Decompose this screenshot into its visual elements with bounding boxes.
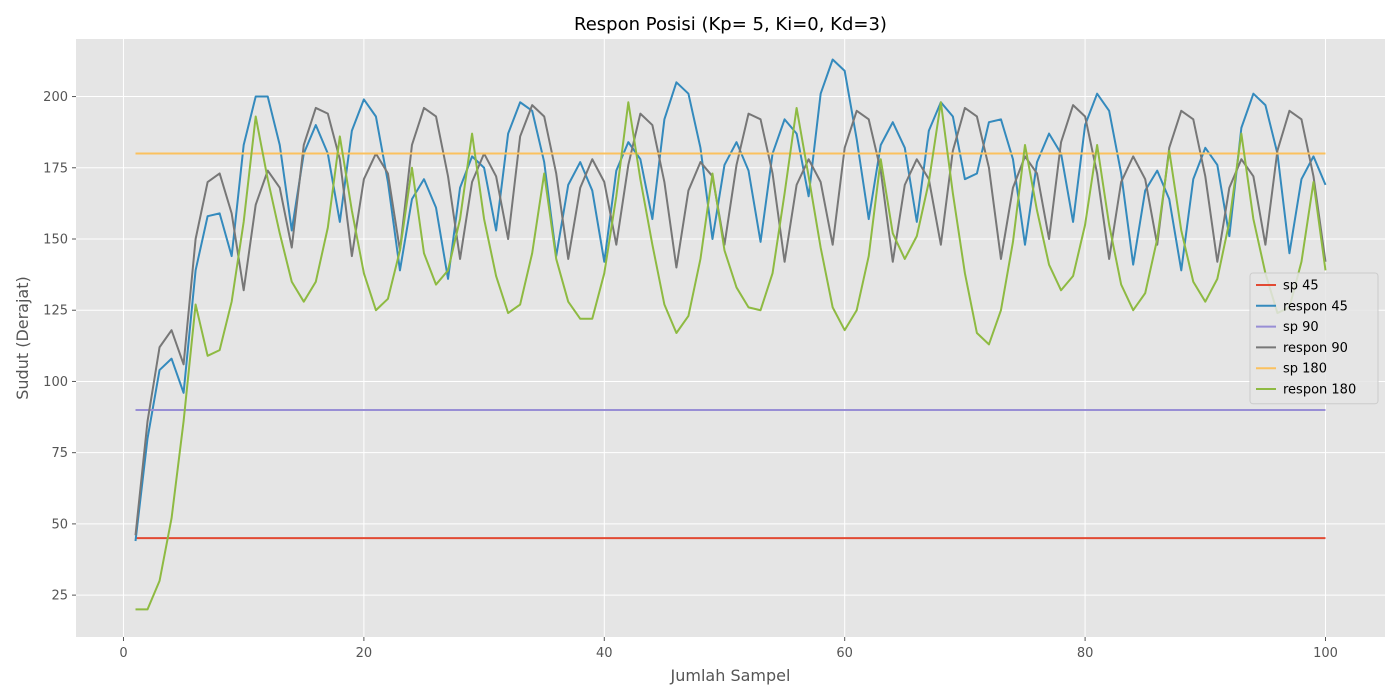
x-tick-label: 80 (1077, 646, 1094, 661)
y-tick-label: 200 (43, 90, 68, 105)
x-axis-label: Jumlah Sampel (670, 666, 791, 685)
y-tick-label: 150 (43, 232, 68, 247)
y-tick-label: 100 (43, 375, 68, 390)
series-line-respon-180 (135, 101, 1327, 611)
chart-title: Respon Posisi (Kp= 5, Ki=0, Kd=3) (574, 14, 887, 35)
y-axis-label: Sudut (Derajat) (13, 276, 32, 400)
series-group (134, 58, 1327, 611)
y-tick-label: 50 (51, 517, 68, 532)
legend-entry: respon 180 (1283, 383, 1356, 398)
x-tick-label: 40 (596, 646, 613, 661)
y-tick-label: 175 (43, 161, 68, 176)
plot-area (76, 39, 1385, 637)
y-axis-ticks: 25 50 75 100 125 150 175 200 (43, 90, 76, 604)
legend-entry: sp 45 (1283, 279, 1319, 294)
x-tick-label: 60 (836, 646, 853, 661)
y-tick-label: 25 (51, 589, 68, 604)
x-tick-label: 100 (1313, 646, 1338, 661)
legend-entry: sp 90 (1283, 320, 1319, 335)
legend-box (1249, 272, 1379, 405)
y-tick-label: 75 (51, 446, 68, 461)
x-tick-label: 20 (356, 646, 373, 661)
x-axis-ticks: 0 20 40 60 80 100 (119, 637, 1338, 661)
legend-entry: respon 90 (1283, 341, 1348, 356)
legend-entry: sp 180 (1283, 362, 1327, 377)
grid (76, 39, 1385, 637)
x-tick-label: 0 (119, 646, 127, 661)
series-line-respon-90 (134, 104, 1327, 536)
legend: sp 45 respon 45 sp 90 respon 90 sp 180 respon… (1249, 272, 1379, 405)
legend-entry: respon 45 (1283, 299, 1348, 314)
y-tick-label: 125 (43, 304, 68, 319)
